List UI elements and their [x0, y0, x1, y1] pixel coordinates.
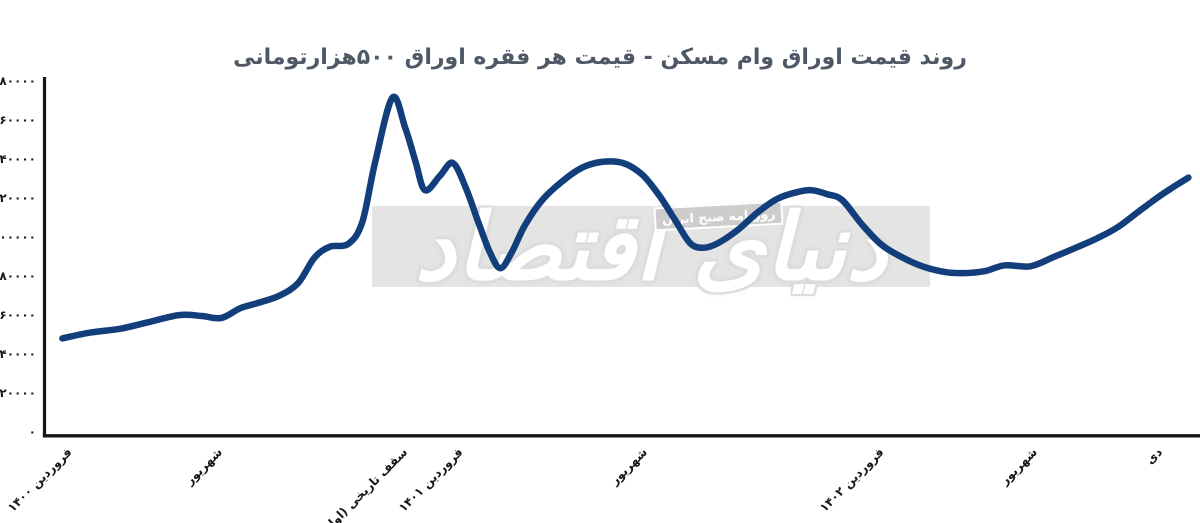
y-tick-label: ۴۰۰۰۰ — [0, 347, 36, 361]
y-tick-label: ۱۸۰۰۰۰ — [0, 74, 36, 88]
y-tick-label: ۱۶۰۰۰۰ — [0, 113, 36, 127]
price-line — [59, 93, 1192, 342]
y-tick-label: ۱۲۰۰۰۰ — [0, 191, 36, 205]
watermark-band — [372, 206, 930, 287]
y-tick-label: ۲۰۰۰۰ — [0, 386, 36, 400]
y-tick-label: ۰ — [28, 425, 36, 439]
y-tick-label: ۱۴۰۰۰۰ — [0, 152, 36, 166]
y-tick-label: ۸۰۰۰۰ — [0, 269, 36, 283]
watermark-logo-text: دنیای اقتصاد — [414, 193, 888, 301]
chart-title: روند قیمت اوراق وام مسکن - قیمت هر فقره … — [233, 45, 967, 70]
y-tick-label: ۱۰۰۰۰۰ — [0, 230, 36, 244]
y-tick-label: ۶۰۰۰۰ — [0, 308, 36, 322]
